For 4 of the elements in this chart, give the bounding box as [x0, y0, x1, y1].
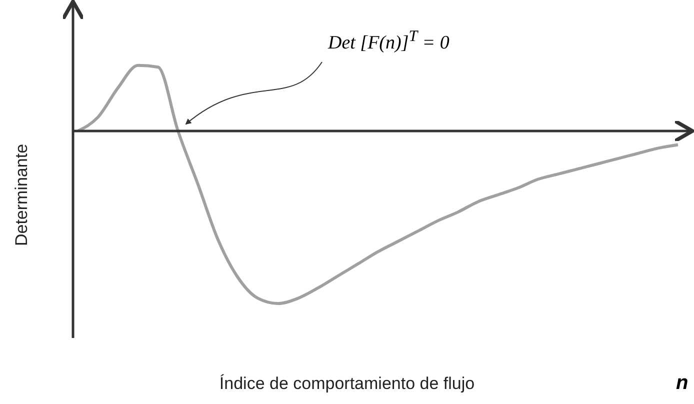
text: Det [F(n)]$^{T}$ = 0	[328, 28, 450, 54]
text: n	[676, 372, 688, 395]
y-axis-title: Determinante	[12, 144, 32, 246]
x-axis-title: Índice de comportamiento de flujo	[219, 374, 475, 393]
